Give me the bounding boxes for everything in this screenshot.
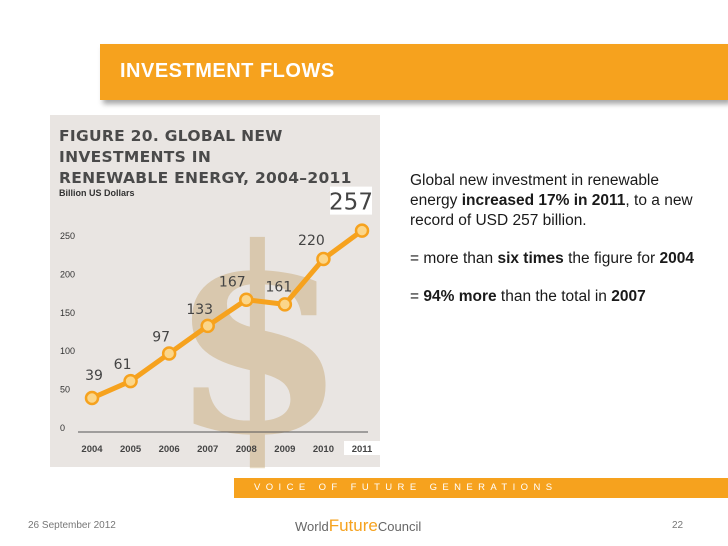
summary-paragraph-3: = 94% more than the total in 2007 [410, 287, 710, 307]
x-tick-highlight [344, 441, 380, 455]
header-bar: INVESTMENT FLOWS [100, 44, 728, 100]
x-tick-label: 2010 [313, 444, 334, 455]
data-label: 167 [219, 275, 246, 291]
data-label: 257 [329, 190, 373, 216]
x-tick-label: 2011 [352, 444, 373, 455]
p1-text-a: Global new investment in renewable energ… [410, 172, 659, 209]
y-tick-label: 0 [60, 423, 65, 433]
y-tick-label: 50 [60, 385, 70, 395]
p2-bold-1: six times [497, 250, 564, 267]
figure-title-line1: FIGURE 20. GLOBAL NEW INVESTMENTS IN [59, 127, 283, 166]
data-point [200, 318, 215, 334]
data-point [239, 292, 254, 307]
y-tick-label: 150 [60, 308, 75, 318]
data-label: 97 [152, 330, 170, 346]
p3-text-c: than the total in [496, 288, 612, 305]
figure-title: FIGURE 20. GLOBAL NEW INVESTMENTS IN REN… [59, 126, 380, 189]
x-tick-label: 2007 [197, 444, 218, 455]
data-label: 61 [114, 357, 132, 373]
p1-text-c: , to a new record of USD 257 billion. [410, 192, 693, 229]
p1-bold: increased 17% in 2011 [461, 192, 626, 209]
figure-title-line2: RENEWABLE ENERGY, 2004–2011 [59, 169, 352, 187]
p2-text-c: the figure for [563, 250, 660, 267]
footer-date: 26 September 2012 [28, 520, 116, 531]
y-tick-label: 100 [60, 346, 75, 356]
summary-paragraph-2: = more than six times the figure for 200… [410, 249, 710, 269]
y-tick-label: 200 [60, 269, 75, 279]
x-tick-label: 2009 [274, 444, 295, 455]
x-tick-label: 2008 [236, 444, 257, 455]
data-point [316, 251, 331, 267]
page-number: 22 [672, 520, 684, 531]
p3-bold-2: 2007 [611, 288, 646, 305]
logo-text: WorldFutureCouncil [295, 516, 421, 536]
p3-bold-1: 94% more [423, 288, 497, 305]
data-point [277, 297, 293, 312]
p2-bold-2: 2004 [659, 250, 694, 267]
logo-word-future: Future [328, 516, 378, 535]
p3-text-a: = [410, 288, 424, 305]
data-point [354, 223, 370, 238]
summary-text: Global new investment in renewable energ… [410, 171, 710, 325]
x-tick-label: 2006 [159, 444, 180, 455]
slide-title: INVESTMENT FLOWS [120, 60, 335, 82]
y-tick-label: 250 [60, 231, 75, 241]
logo-word-council: Council [377, 519, 422, 534]
data-label: 133 [186, 302, 213, 318]
data-label: 39 [85, 368, 103, 384]
figure-panel: $ FIGURE 20. GLOBAL NEW INVESTMENTS IN R… [50, 115, 380, 470]
x-tick-label: 2004 [81, 444, 103, 455]
p2-text-a: = more than [410, 250, 498, 267]
data-point [84, 390, 100, 406]
data-label: 220 [298, 233, 325, 249]
x-tick-label: 2005 [120, 444, 142, 455]
logo-word-world: World [295, 519, 329, 534]
tagline-text: VOICE OF FUTURE GENERATIONS [254, 482, 558, 493]
summary-paragraph-1: Global new investment in renewable energ… [410, 171, 710, 231]
data-point [123, 373, 138, 389]
y-axis-unit-label: Billion US Dollars [59, 188, 135, 198]
tagline-band: VOICE OF FUTURE GENERATIONS [234, 478, 728, 498]
series-line [90, 228, 364, 401]
data-point [161, 346, 177, 361]
investment-line-chart: 0 50 100 150 200 250 2004 2005 2006 2007 2008 2009 2… [60, 186, 380, 455]
data-label: 161 [265, 279, 292, 295]
data-label-highlight [330, 186, 372, 215]
